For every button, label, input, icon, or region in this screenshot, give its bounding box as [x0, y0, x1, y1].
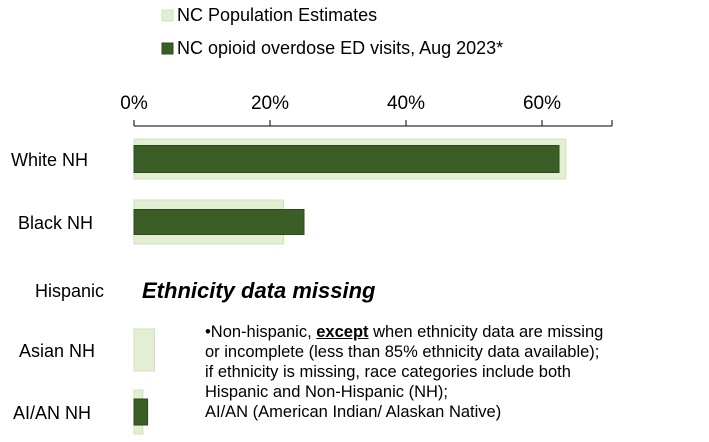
footnote-line-1: •Non-hispanic, except when ethnicity dat…	[205, 322, 709, 342]
category-label-0: White NH	[11, 150, 88, 170]
x-axis: 0% 20% 40% 60%	[120, 93, 613, 127]
bar-ed-visits-0	[133, 145, 560, 173]
x-tick-label-3: 60%	[523, 93, 561, 114]
bar-population-3	[133, 328, 155, 372]
footnote-line-5: AI/AN (American Indian/ Alaskan Native)	[205, 403, 502, 421]
legend-swatch-0	[161, 9, 174, 22]
bar-ed-visits-1	[133, 209, 305, 235]
category-label-4: AI/AN NH	[13, 403, 91, 423]
footnote-line-1-suffix: when ethnicity data are missing	[368, 323, 604, 341]
footnote-line-2: or incomplete (less than 85% ethnicity d…	[205, 343, 600, 361]
x-tick-label-2: 40%	[387, 93, 425, 114]
legend-label-1: NC opioid overdose ED visits, Aug 2023*	[177, 38, 503, 58]
footnote-line-1-prefix: •Non-hispanic,	[205, 323, 317, 341]
legend-swatch-1	[161, 42, 174, 55]
bar-ed-visits-4	[133, 398, 149, 426]
footnote: •Non-hispanic, except when ethnicity dat…	[205, 322, 709, 422]
footnote-emphasis: except	[316, 323, 369, 341]
x-tick-label-0: 0%	[120, 93, 148, 114]
legend-label-0: NC Population Estimates	[177, 5, 377, 25]
bars	[133, 138, 567, 435]
category-label-1: Black NH	[18, 213, 93, 233]
chart-legend: NC Population Estimates NC opioid overdos…	[161, 5, 503, 58]
x-tick-label-1: 20%	[251, 93, 289, 114]
footnote-line-3: if ethnicity is missing, race categories…	[205, 363, 571, 381]
category-labels: White NH Black NH Hispanic Asian NH AI/AN NH	[11, 150, 104, 423]
missing-data-annotation: Ethnicity data missing	[142, 278, 376, 303]
category-label-3: Asian NH	[19, 341, 95, 361]
category-label-2: Hispanic	[35, 281, 104, 301]
footnote-line-4: Hispanic and Non-Hispanic (NH);	[205, 383, 449, 401]
